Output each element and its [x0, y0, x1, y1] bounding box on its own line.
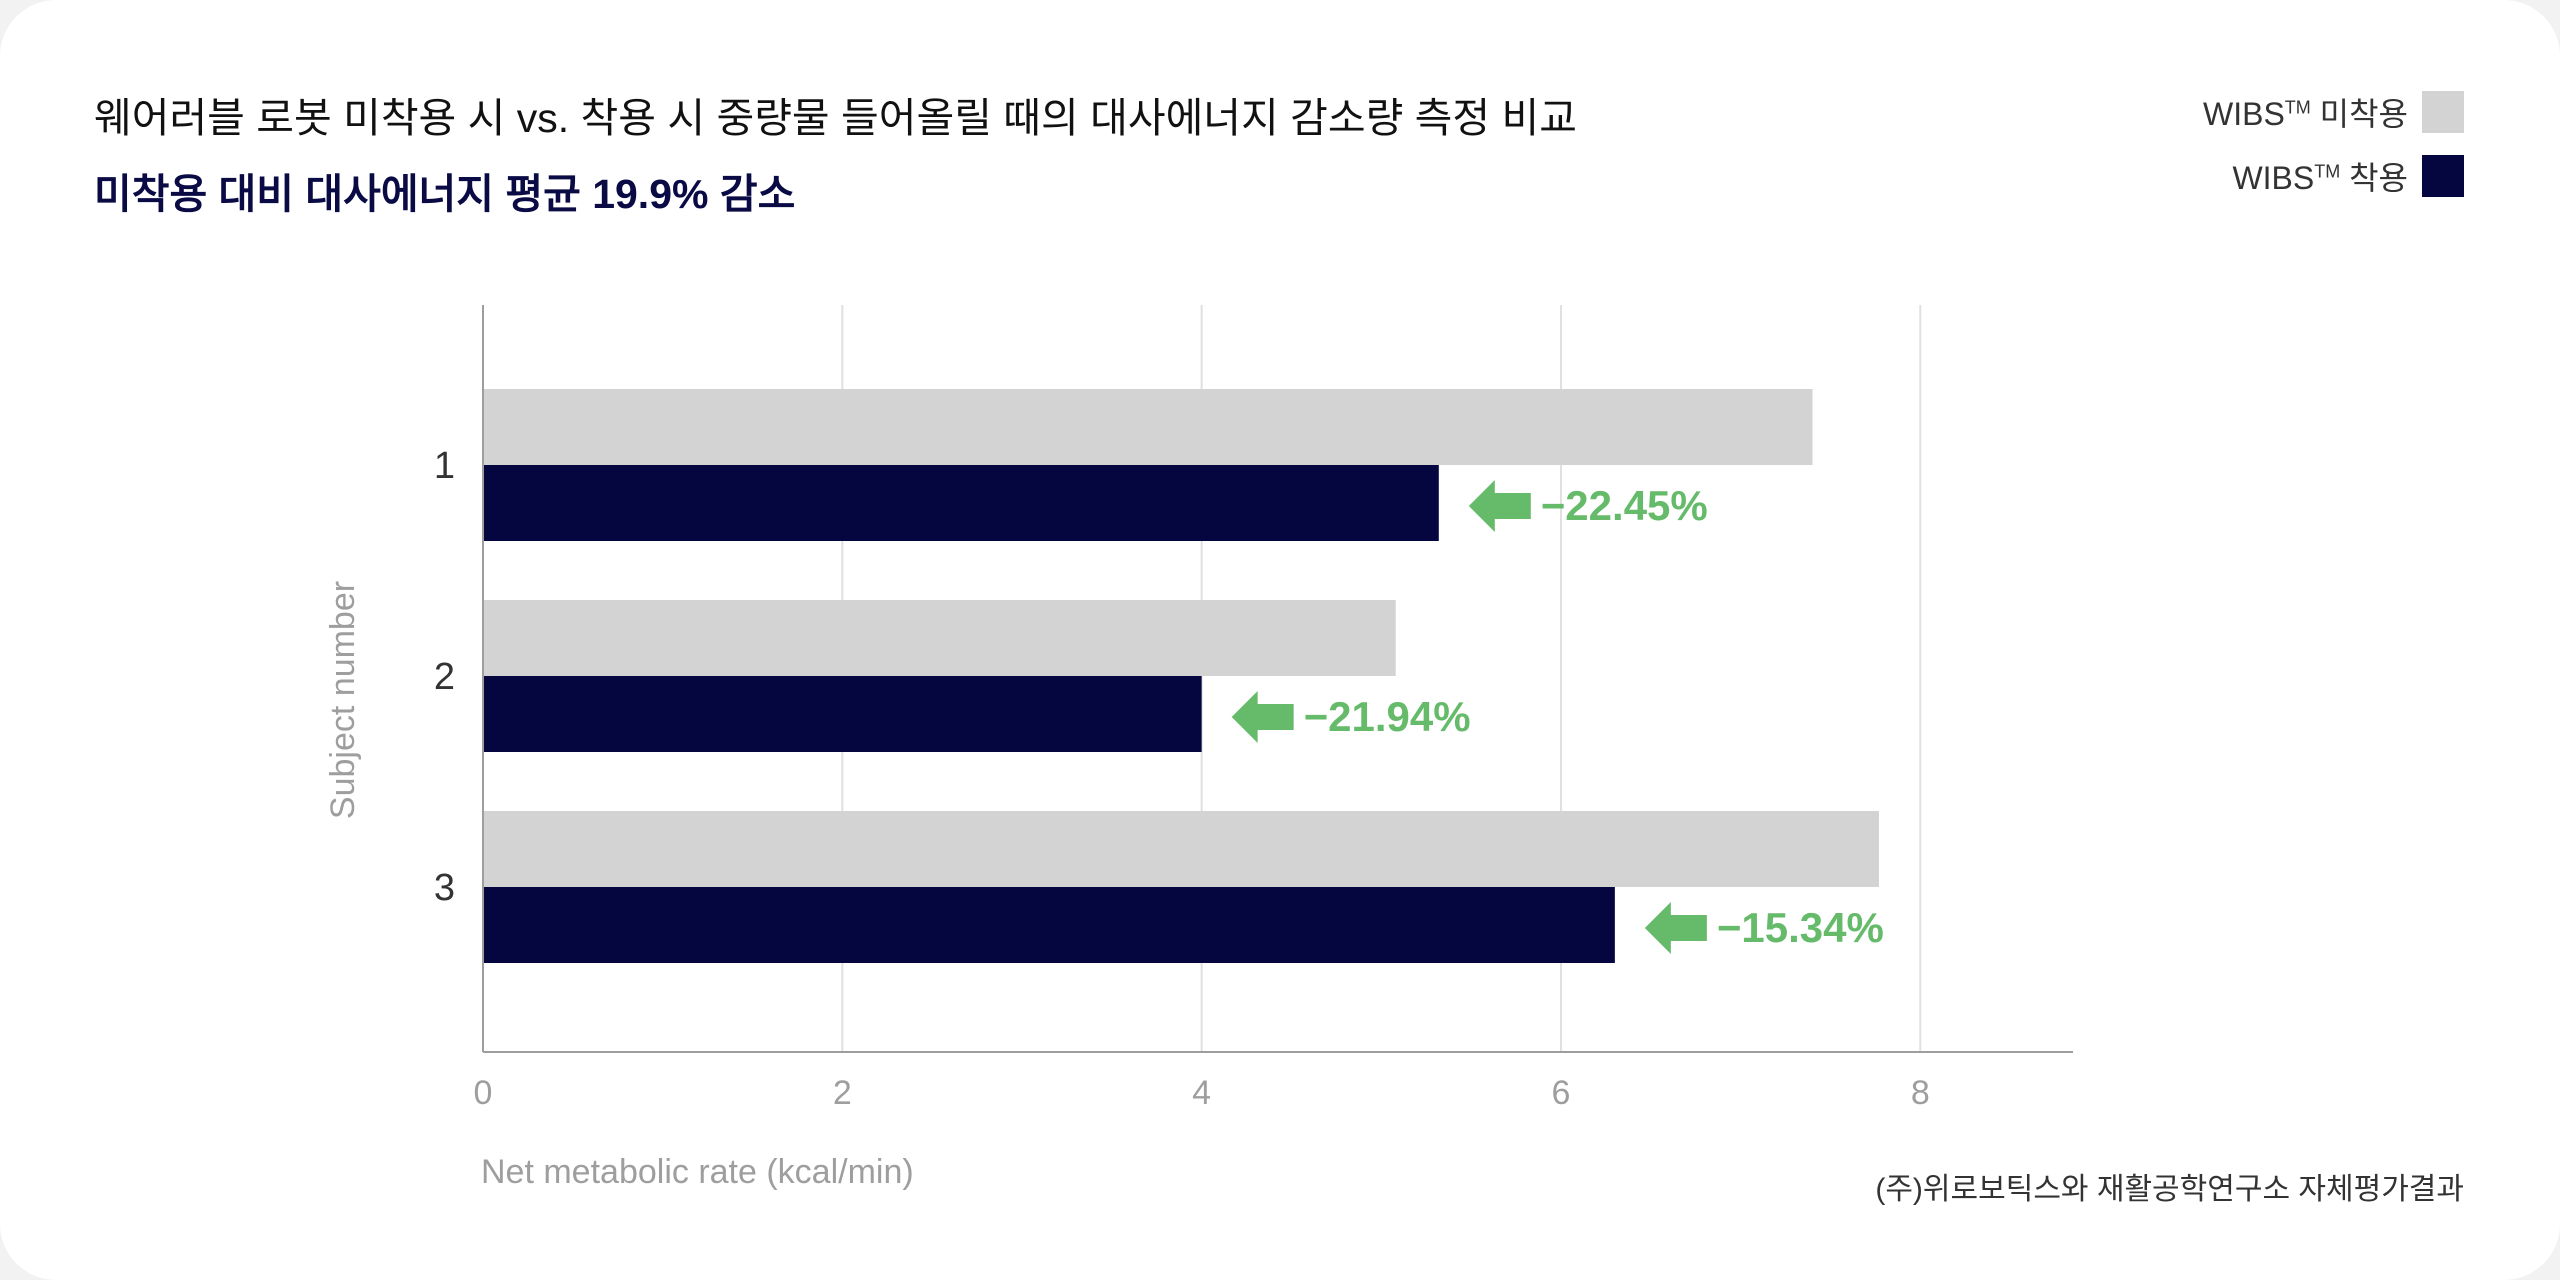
bar-without-robot: [483, 600, 1396, 676]
legend-label-without: WIBSTM 미착용: [2203, 96, 2408, 132]
chart-title: 웨어러블 로봇 미착용 시 vs. 착용 시 중량물 들어올릴 때의 대사에너지…: [94, 95, 1577, 141]
chart-subtitle: 미착용 대비 대사에너지 평균 19.9% 감소: [94, 171, 796, 217]
reduction-arrow-icon: [1468, 480, 1531, 532]
x-axis-title: Net metabolic rate (kcal/min): [481, 1153, 914, 1191]
legend-item-without: WIBSTM 미착용: [2203, 90, 2464, 134]
x-tick-label: 8: [1911, 1074, 1930, 1112]
legend: WIBSTM 미착용 WIBSTM 착용: [2203, 90, 2464, 218]
bar-without-robot: [483, 811, 1879, 887]
reduction-arrow-icon: [1231, 691, 1294, 743]
legend-swatch-without: [2422, 91, 2464, 133]
legend-item-with: WIBSTM 착용: [2203, 154, 2464, 198]
x-tick-label: 4: [1192, 1074, 1211, 1112]
bar-with-robot: [483, 676, 1202, 752]
category-label: 3: [434, 867, 455, 909]
reduction-label: −21.94%: [1304, 693, 1471, 740]
reduction-label: −15.34%: [1717, 904, 1884, 951]
category-label: 2: [434, 656, 455, 698]
x-tick-label: 2: [833, 1074, 852, 1112]
legend-swatch-with: [2422, 155, 2464, 197]
bar-with-robot: [483, 887, 1615, 963]
y-axis-title: Subject number: [324, 581, 362, 819]
reduction-label: −22.45%: [1541, 482, 1708, 529]
bar-with-robot: [483, 465, 1439, 541]
source-note: (주)위로보틱스와 재활공학연구소 자체평가결과: [1875, 1173, 2464, 1206]
legend-label-with: WIBSTM 착용: [2232, 160, 2408, 196]
bar-without-robot: [483, 389, 1813, 465]
category-label: 1: [434, 445, 455, 487]
x-tick-label: 6: [1552, 1074, 1571, 1112]
x-tick-label: 0: [474, 1074, 493, 1112]
reduction-arrow-icon: [1644, 902, 1707, 954]
